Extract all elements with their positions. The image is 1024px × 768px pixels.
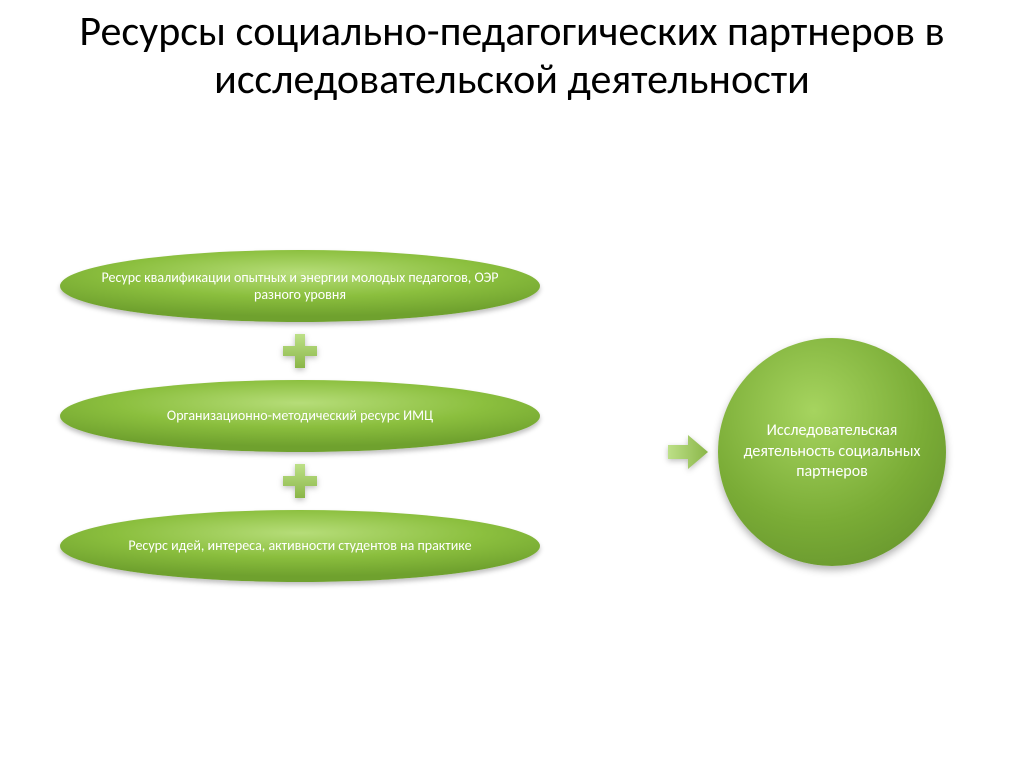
input-ellipse-2-label: Организационно-методический ресурс ИМЦ [167, 407, 433, 425]
input-ellipse-3-label: Ресурс идей, интереса, активности студен… [128, 537, 471, 555]
input-ellipse-1: Ресурс квалификации опытных и энергии мо… [60, 250, 540, 322]
plus-connector-1 [283, 334, 317, 368]
input-ellipse-3: Ресурс идей, интереса, активности студен… [60, 510, 540, 582]
input-ellipse-2: Организационно-методический ресурс ИМЦ [60, 380, 540, 452]
result-circle-label: Исследовательская деятельность социальны… [740, 421, 924, 483]
smartart-diagram: Ресурс квалификации опытных и энергии мо… [0, 250, 1024, 750]
slide-title: Ресурсы социально-педагогических партнер… [0, 0, 1024, 105]
input-ellipse-1-label: Ресурс квалификации опытных и энергии мо… [86, 269, 514, 304]
result-circle: Исследовательская деятельность социальны… [718, 338, 946, 566]
arrow-connector [668, 435, 708, 469]
plus-connector-2 [283, 464, 317, 498]
